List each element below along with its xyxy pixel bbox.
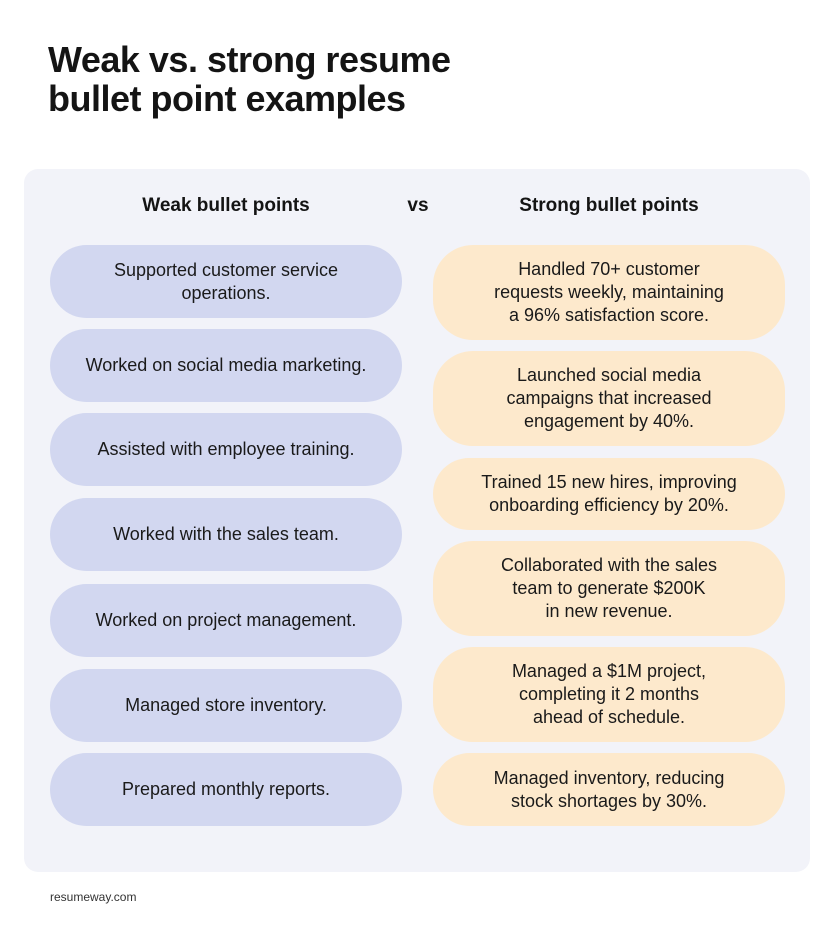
footer-source: resumeway.com [50,890,137,904]
weak-bullet-text: Worked with the sales team. [113,524,339,544]
weak-bullet-text: Prepared monthly reports. [121,779,331,799]
strong-bullet-text: Managed a $1M project, completing it 2 m… [511,661,707,727]
strong-bullet-text: Launched social media campaigns that inc… [506,365,712,431]
strong-bullet-pill: Managed inventory, reducing stock shorta… [433,753,785,826]
weak-bullet-pill: Supported customer service operations. [50,245,402,318]
strong-bullet-pill: Collaborated with the sales team to gene… [433,541,785,636]
strong-bullet-text: Trained 15 new hires, improving onboardi… [481,472,737,515]
weak-bullet-text: Assisted with employee training. [97,439,355,459]
vs-label: vs [407,195,429,216]
strong-bullet-text: Managed inventory, reducing stock shorta… [493,767,725,811]
strong-bullet-text: Handled 70+ customer requests weekly, ma… [494,259,724,325]
strong-bullet-pill: Handled 70+ customer requests weekly, ma… [433,245,785,340]
strong-column-header: Strong bullet points [519,195,699,216]
weak-bullet-text: Managed store inventory. [125,695,327,715]
weak-bullet-text: Worked on social media marketing. [85,355,367,375]
weak-bullet-text: Worked on project management. [95,610,357,630]
weak-bullet-pill: Worked with the sales team. [50,498,402,571]
weak-bullet-pill: Managed store inventory. [50,669,402,742]
strong-bullet-pill: Managed a $1M project, completing it 2 m… [433,647,785,742]
strong-bullet-text: Collaborated with the sales team to gene… [500,555,718,621]
weak-bullet-pill: Assisted with employee training. [50,413,402,486]
weak-column-header: Weak bullet points [142,195,310,216]
strong-bullet-pill: Launched social media campaigns that inc… [433,351,785,446]
strong-bullet-pill: Trained 15 new hires, improving onboardi… [433,458,785,530]
weak-bullet-pill: Worked on project management. [50,584,402,657]
weak-bullet-pill: Worked on social media marketing. [50,329,402,402]
weak-bullet-pill: Prepared monthly reports. [50,753,402,826]
weak-bullet-text: Supported customer service operations. [113,259,339,303]
page-title: Weak vs. strong resume bullet point exam… [48,39,451,119]
